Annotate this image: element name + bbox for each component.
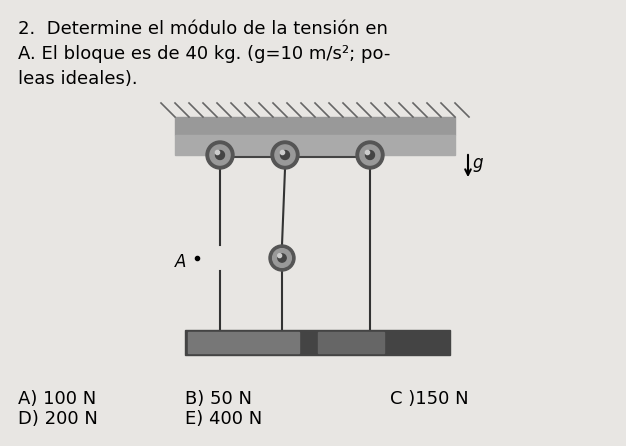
Text: 2.  Determine el módulo de la tensión en: 2. Determine el módulo de la tensión en bbox=[18, 20, 388, 38]
Circle shape bbox=[275, 145, 295, 165]
Text: g: g bbox=[472, 154, 483, 172]
Circle shape bbox=[366, 150, 369, 155]
Bar bbox=[317, 332, 384, 353]
Text: E) 400 N: E) 400 N bbox=[185, 410, 262, 428]
Text: A) 100 N: A) 100 N bbox=[18, 390, 96, 408]
Bar bbox=[185, 330, 450, 355]
Circle shape bbox=[356, 141, 384, 169]
Circle shape bbox=[206, 141, 234, 169]
Text: D) 200 N: D) 200 N bbox=[18, 410, 98, 428]
Circle shape bbox=[278, 254, 286, 262]
Circle shape bbox=[280, 150, 289, 160]
Text: A: A bbox=[175, 253, 187, 271]
Circle shape bbox=[215, 150, 220, 155]
Text: B) 50 N: B) 50 N bbox=[185, 390, 252, 408]
Circle shape bbox=[360, 145, 380, 165]
Text: A. El bloque es de 40 kg. (g=10 m/s²; po-: A. El bloque es de 40 kg. (g=10 m/s²; po… bbox=[18, 45, 391, 63]
Bar bbox=[175, 117, 455, 135]
Circle shape bbox=[210, 145, 230, 165]
Bar bbox=[175, 135, 455, 155]
Circle shape bbox=[273, 248, 291, 267]
Circle shape bbox=[278, 254, 282, 258]
Circle shape bbox=[366, 150, 374, 160]
Circle shape bbox=[215, 150, 225, 160]
Circle shape bbox=[280, 150, 285, 155]
Bar bbox=[188, 332, 299, 353]
Circle shape bbox=[271, 141, 299, 169]
Text: C )150 N: C )150 N bbox=[390, 390, 469, 408]
Text: leas ideales).: leas ideales). bbox=[18, 70, 138, 88]
Circle shape bbox=[269, 245, 295, 271]
